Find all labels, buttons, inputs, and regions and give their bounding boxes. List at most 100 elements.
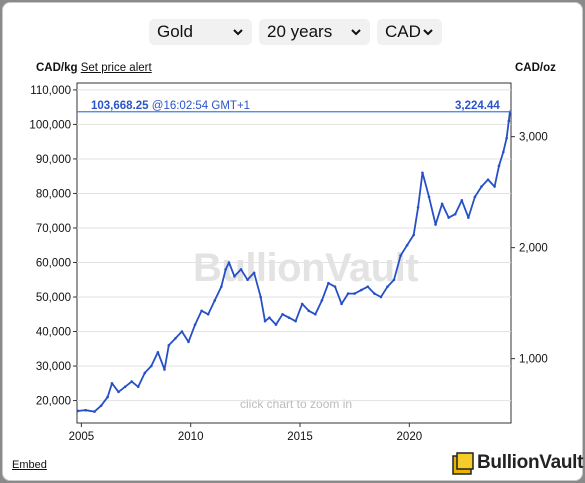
- price-point: [379, 295, 383, 299]
- y-tick-label-left: 110,000: [30, 85, 71, 97]
- left-unit-label: CAD/kg: [36, 62, 78, 74]
- price-point: [150, 364, 153, 368]
- price-point: [174, 337, 177, 340]
- chevron-down-icon: [351, 29, 361, 36]
- price-point: [130, 380, 133, 383]
- y-tick-label-left: 50,000: [36, 292, 71, 304]
- logo-text: BullionVault: [477, 452, 584, 473]
- price-point: [480, 185, 483, 188]
- price-point: [239, 268, 243, 271]
- price-point: [453, 212, 457, 216]
- price-point: [246, 278, 249, 282]
- price-point: [93, 410, 96, 413]
- period-select[interactable]: 20 years: [259, 19, 370, 45]
- currency-select-value: CAD: [385, 22, 421, 41]
- right-unit-label: CAD/oz: [515, 62, 556, 74]
- price-point: [486, 178, 490, 181]
- currency-select[interactable]: CAD: [377, 19, 442, 45]
- y-tick-label-left: 80,000: [36, 188, 71, 200]
- current-price-time: @16:02:54 GMT+1: [151, 100, 251, 112]
- y-tick-label-left: 90,000: [36, 154, 71, 166]
- set-price-alert-link[interactable]: Set price alert: [80, 62, 152, 74]
- price-point: [136, 385, 140, 389]
- price-point: [366, 285, 370, 288]
- price-point: [507, 119, 511, 123]
- price-point: [505, 136, 508, 140]
- metal-select[interactable]: Gold: [149, 19, 252, 45]
- y-tick-label-left: 20,000: [36, 396, 71, 408]
- price-point: [493, 185, 496, 188]
- price-point: [252, 271, 256, 275]
- price-point: [220, 285, 223, 288]
- current-price-oz: 3,224.44: [455, 100, 500, 112]
- bullionvault-logo[interactable]: BullionVault: [451, 451, 583, 477]
- price-point: [386, 285, 389, 288]
- price-point: [416, 205, 420, 209]
- y-tick-label-left: 40,000: [36, 327, 71, 339]
- embed-link[interactable]: Embed: [12, 459, 47, 471]
- price-point: [473, 195, 477, 199]
- price-point: [353, 292, 356, 295]
- metal-select-value: Gold: [157, 22, 193, 41]
- price-series-line: [78, 111, 511, 413]
- x-tick-label: 2005: [69, 431, 95, 443]
- current-price-kg: 103,668.25: [91, 100, 149, 112]
- price-point: [84, 408, 88, 412]
- price-point: [206, 312, 210, 316]
- price-point: [233, 274, 236, 278]
- price-point: [187, 340, 190, 344]
- y-tick-label-right: 3,000: [519, 132, 548, 144]
- price-point: [460, 199, 464, 202]
- price-point: [392, 278, 396, 282]
- price-point: [193, 323, 197, 326]
- y-tick-label-right: 2,000: [519, 243, 548, 255]
- price-point: [263, 319, 267, 323]
- price-point: [421, 171, 424, 175]
- price-point: [447, 216, 450, 219]
- price-chart[interactable]: 20,000 30,000 40,000 50,000 60,000 70,000 80,0…: [3, 3, 582, 480]
- y-tick-label-left: 60,000: [36, 257, 71, 269]
- price-point: [412, 233, 416, 237]
- price-point: [359, 288, 363, 292]
- price-point: [167, 344, 171, 347]
- price-point: [314, 312, 317, 316]
- price-point: [227, 261, 231, 264]
- y-tick-label-left: 100,000: [29, 119, 71, 131]
- price-point: [274, 323, 278, 326]
- price-point: [300, 302, 304, 306]
- price-point: [327, 281, 330, 285]
- price-point: [497, 164, 501, 168]
- chevron-down-icon: [423, 29, 433, 36]
- price-point: [224, 268, 227, 271]
- y-tick-label-right: 1,000: [519, 354, 548, 366]
- price-point: [333, 285, 337, 288]
- price-point: [340, 302, 343, 306]
- price-point: [156, 350, 160, 354]
- price-point: [268, 316, 271, 320]
- price-point: [143, 371, 147, 375]
- price-point: [287, 316, 291, 320]
- price-point: [163, 368, 166, 371]
- price-point: [307, 309, 311, 313]
- price-point: [123, 385, 127, 389]
- chevron-down-icon: [233, 29, 243, 36]
- y-tick-label-left: 30,000: [36, 361, 71, 373]
- price-point: [434, 223, 437, 226]
- price-point: [99, 404, 103, 408]
- price-point: [346, 292, 350, 295]
- price-point: [117, 390, 120, 394]
- price-point: [405, 243, 409, 247]
- price-point: [399, 254, 402, 257]
- price-point: [320, 299, 324, 302]
- price-point: [200, 309, 203, 313]
- price-point: [106, 395, 109, 399]
- plot-area: [76, 82, 512, 424]
- price-point: [440, 202, 444, 206]
- x-tick-label: 2010: [178, 431, 204, 443]
- gold-bar-icon: [452, 452, 474, 475]
- price-point: [180, 330, 184, 333]
- price-point: [427, 195, 431, 199]
- price-point: [373, 292, 376, 295]
- price-point: [213, 299, 217, 302]
